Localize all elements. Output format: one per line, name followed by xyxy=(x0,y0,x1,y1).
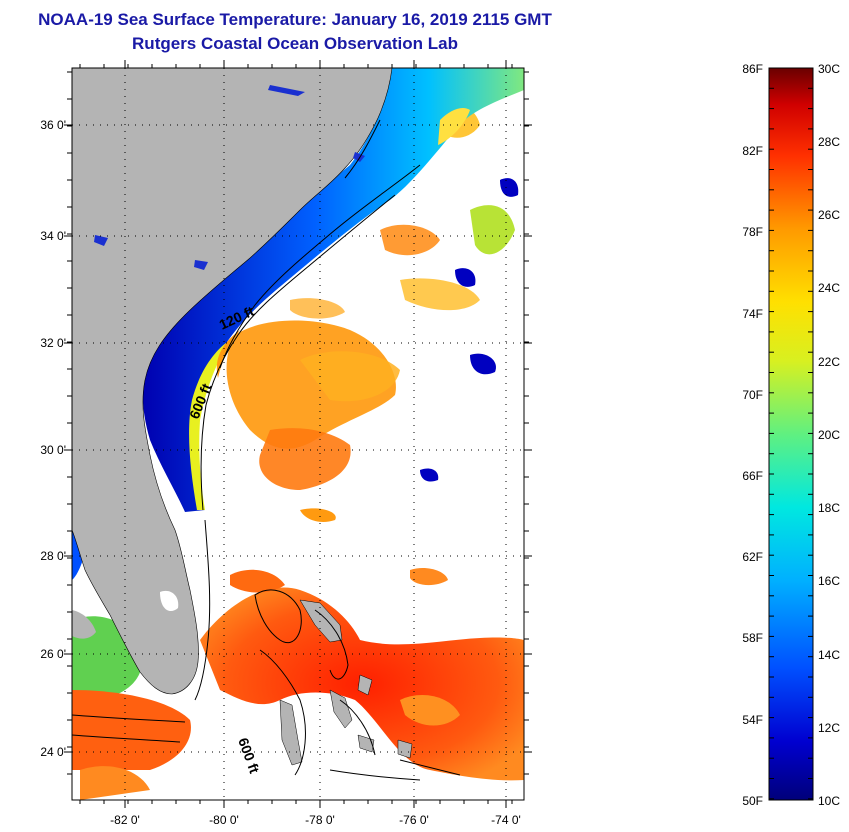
cb-c-24: 24C xyxy=(818,281,840,295)
cb-c-22: 22C xyxy=(818,355,840,369)
lon-label-78: -78 0' xyxy=(305,813,335,827)
map-title: NOAA-19 Sea Surface Temperature: January… xyxy=(38,10,552,29)
colorbar-gradient xyxy=(768,67,814,801)
colorbar-celsius-labels: 30C 28C 26C 24C 22C 20C 18C 16C 14C 12C … xyxy=(818,62,840,808)
cb-c-18: 18C xyxy=(818,501,840,515)
inland-lakes xyxy=(94,85,365,270)
cb-f-62: 62F xyxy=(742,550,763,564)
temperature-colorbar: 86F 82F 78F 74F 70F 66F 62F 58F 54F 50F … xyxy=(742,62,840,808)
lat-label-30: 30 0' xyxy=(40,443,66,457)
lat-label-28: 28 0' xyxy=(40,549,66,563)
colorbar-fahrenheit-labels: 86F 82F 78F 74F 70F 66F 62F 58F 54F 50F xyxy=(742,62,763,808)
graticule xyxy=(72,68,524,800)
lat-label-26: 26 0' xyxy=(40,647,66,661)
colorbar-ticks xyxy=(769,67,813,800)
longitude-labels: -82 0' -80 0' -78 0' -76 0' -74 0' xyxy=(110,813,521,827)
cb-c-14: 14C xyxy=(818,648,840,662)
lon-label-74: -74 0' xyxy=(491,813,521,827)
lat-label-36: 36 0' xyxy=(40,118,66,132)
warm-water-patches xyxy=(226,105,515,522)
cb-c-20: 20C xyxy=(818,428,840,442)
cb-c-10: 10C xyxy=(818,794,840,808)
lat-label-32: 32 0' xyxy=(40,336,66,350)
cb-f-74: 74F xyxy=(742,307,763,321)
lake-okeechobee-cloud xyxy=(160,590,179,612)
cb-f-58: 58F xyxy=(742,631,763,645)
cb-c-12: 12C xyxy=(818,721,840,735)
map-subtitle: Rutgers Coastal Ocean Observation Lab xyxy=(132,34,458,53)
cb-f-78: 78F xyxy=(742,225,763,239)
lon-label-82: -82 0' xyxy=(110,813,140,827)
axis-ticks xyxy=(64,60,532,808)
land-mass xyxy=(72,68,393,695)
cold-offshore-specks xyxy=(420,178,519,482)
cb-f-50: 50F xyxy=(742,794,763,808)
map-panel: 120 ft 600 ft 600 ft 36 0' 34 0' 32 0' 3… xyxy=(40,60,532,827)
lon-label-80: -80 0' xyxy=(209,813,239,827)
cb-f-70: 70F xyxy=(742,388,763,402)
bahamas-islands xyxy=(279,599,413,766)
latitude-labels: 36 0' 34 0' 32 0' 30 0' 28 0' 26 0' 24 0… xyxy=(40,118,66,759)
cb-c-26: 26C xyxy=(818,208,840,222)
cb-c-28: 28C xyxy=(818,135,840,149)
depth-contours xyxy=(72,119,461,781)
land-panhandle xyxy=(72,610,96,639)
cb-f-82: 82F xyxy=(742,144,763,158)
lat-label-24: 24 0' xyxy=(40,745,66,759)
map-frame xyxy=(71,67,525,801)
cb-f-54: 54F xyxy=(742,713,763,727)
cb-c-30: 30C xyxy=(818,62,840,76)
lon-label-76: -76 0' xyxy=(399,813,429,827)
cb-f-66: 66F xyxy=(742,469,763,483)
cb-f-86: 86F xyxy=(742,62,763,76)
lat-label-34: 34 0' xyxy=(40,229,66,243)
cb-c-16: 16C xyxy=(818,574,840,588)
